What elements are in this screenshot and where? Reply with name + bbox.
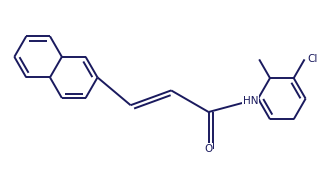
Text: Cl: Cl [307, 54, 318, 64]
Text: O: O [204, 144, 213, 154]
Text: HN: HN [242, 96, 258, 106]
